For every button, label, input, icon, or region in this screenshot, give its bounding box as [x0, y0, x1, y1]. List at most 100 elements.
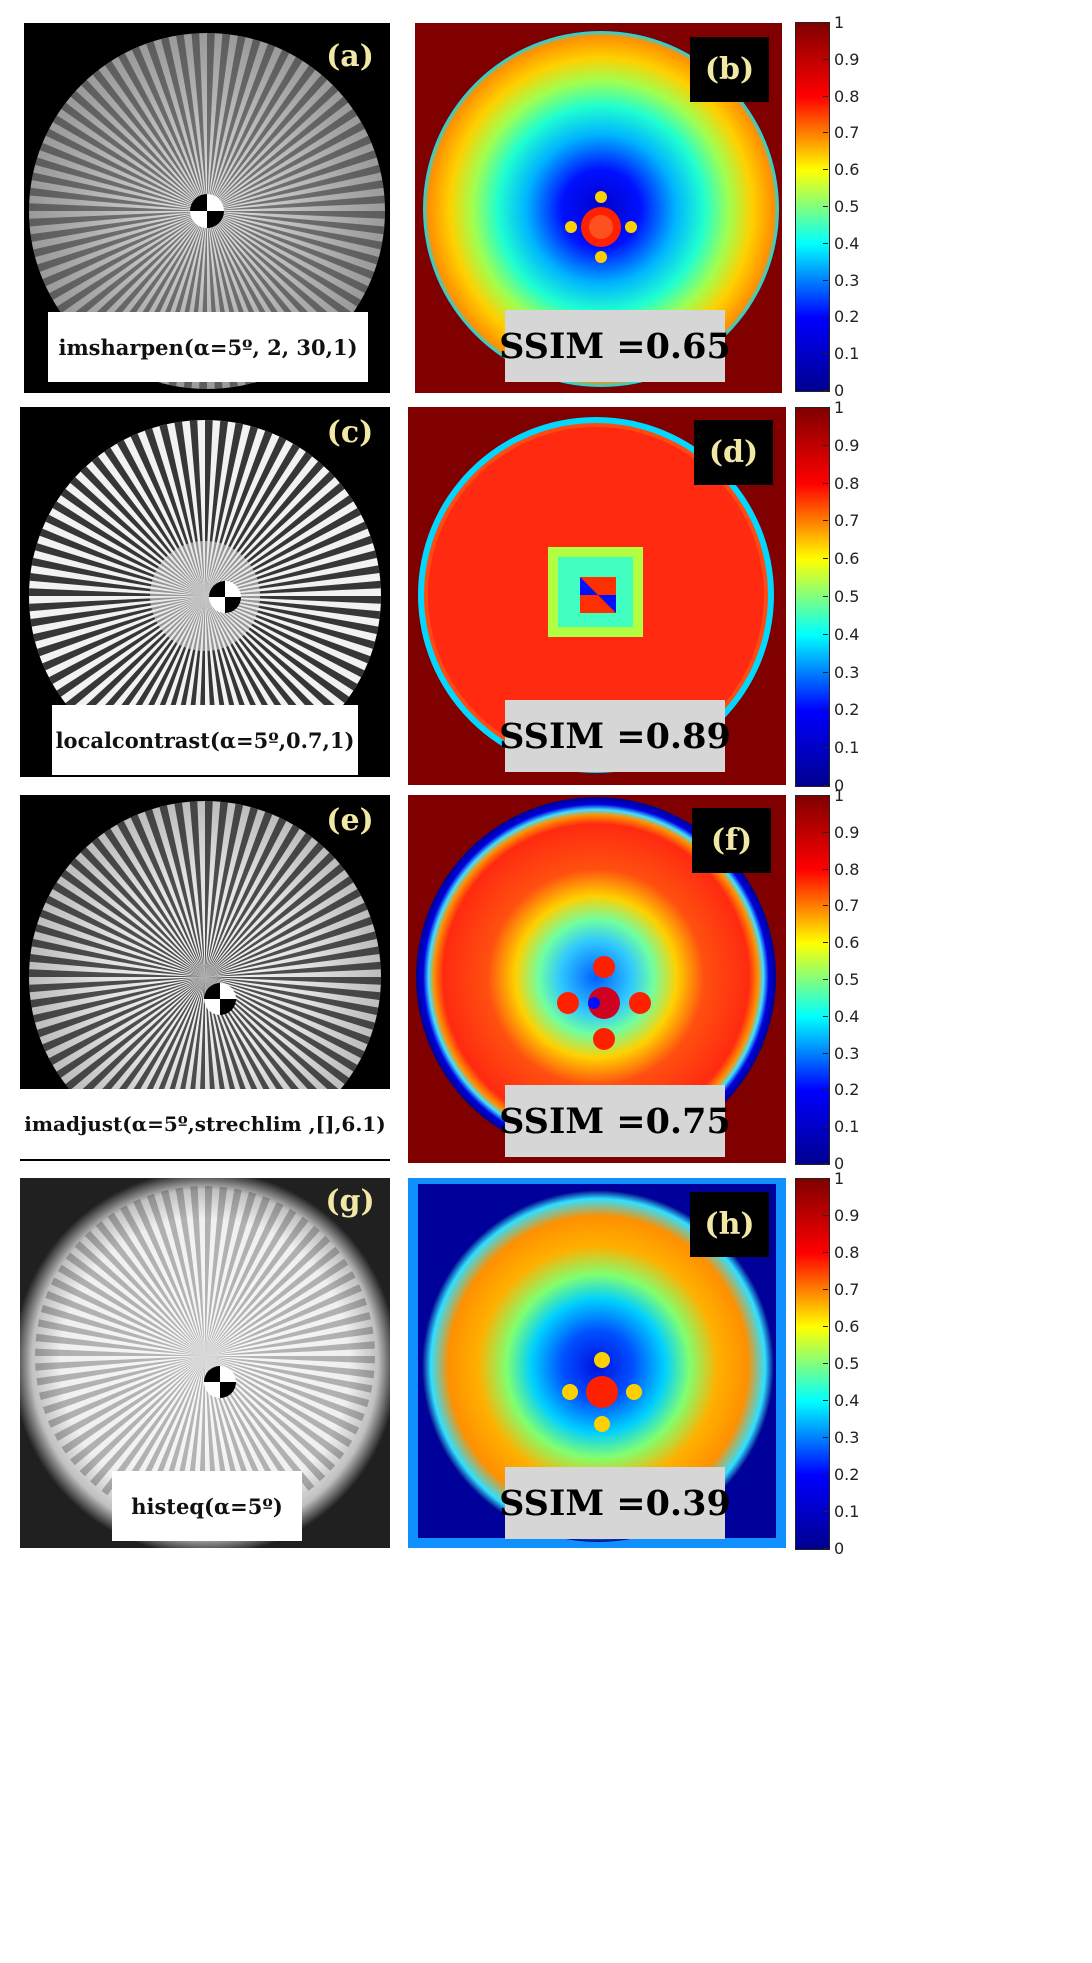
spoke-wedge	[205, 1326, 374, 1356]
spoke-wedge	[191, 33, 207, 212]
colorbar-tick-label: 0.6	[834, 933, 860, 953]
spoke-wedge	[205, 1188, 242, 1356]
ssim-map-d	[418, 417, 774, 773]
spoke-wedge	[205, 1258, 349, 1356]
colorbar-tick-label: 0.4	[834, 1391, 860, 1410]
spoke-wedge	[37, 211, 208, 272]
colorbar-tick-label: 0.3	[834, 662, 860, 682]
spoke-wedge	[205, 946, 380, 977]
spoke-wedge	[205, 977, 375, 1030]
spoke-wedge	[205, 1208, 297, 1356]
spoke-wedge	[117, 820, 205, 977]
spoke-wedge	[189, 801, 205, 977]
colorbar-tick-mark	[823, 279, 828, 281]
spoke-wedge	[205, 863, 345, 977]
panel-c-caption: localcontrast(α=5º,0.7,1)	[52, 705, 358, 775]
spoke-wedge	[70, 1356, 205, 1466]
panel-a-label: (a)	[326, 38, 374, 74]
colorbar-tick-mark	[823, 942, 828, 944]
spoke-wedge	[205, 977, 340, 1096]
colorbar-tick-label: 0.2	[834, 1080, 860, 1100]
spoke-wedge	[144, 809, 205, 977]
spoke-wedge	[29, 211, 208, 227]
panel-b-ssim-value: SSIM =0.65	[499, 310, 731, 382]
spoke-wedge	[75, 211, 207, 337]
colorbar-tick-mark	[823, 1178, 828, 1179]
colorbar-tick-mark	[823, 1052, 828, 1054]
spoke-wedge	[207, 211, 383, 250]
spoke-wedge	[190, 1186, 205, 1356]
spoke-wedge	[146, 41, 207, 212]
spoke-wedge	[205, 977, 350, 1085]
spoke-wedge	[42, 211, 207, 287]
spoke-wedge	[45, 1290, 205, 1356]
spoke-wedge	[75, 977, 205, 1102]
spoke-wedge	[207, 150, 377, 211]
spoke-wedge	[205, 1341, 375, 1356]
spoke-wedge	[57, 1264, 205, 1356]
panel-d-ssim-value: SSIM =0.89	[499, 700, 731, 772]
spoke-wedge	[205, 1356, 365, 1422]
colorbar-tick-label: 0.2	[834, 1465, 860, 1484]
colorbar-tick-label: 0.6	[834, 1317, 860, 1336]
colorbar-tick-label: 0.2	[834, 307, 860, 327]
colorbar-tick-label: 0.7	[834, 123, 860, 143]
colorbar-2	[795, 407, 830, 787]
spoke-wedge	[30, 977, 205, 1008]
ssim-map-b	[423, 31, 779, 387]
panel-f-label: (f)	[692, 808, 771, 873]
spoke-wedge	[207, 211, 379, 265]
spoke-wedge	[29, 954, 206, 977]
colorbar-tick-label: 0.6	[834, 549, 860, 569]
spoke-wedge	[205, 977, 319, 1117]
spoke-wedge	[175, 1187, 205, 1356]
spoke-wedge	[205, 1356, 375, 1364]
spoke-wedge	[205, 1297, 368, 1356]
colorbar-tick-mark	[823, 905, 828, 907]
spoke-wedge	[39, 142, 208, 211]
spoke-wedge	[205, 803, 244, 977]
spoke-wedge	[37, 1319, 205, 1356]
colorbar-tick-label: 0.8	[834, 859, 860, 879]
spoke-wedge	[49, 211, 207, 300]
spoke-wedge	[36, 1356, 205, 1386]
spoke-wedge	[205, 1235, 331, 1356]
colorbar-tick-mark	[823, 407, 828, 408]
panel-b-label: (b)	[690, 37, 769, 102]
spoke-wedge	[207, 180, 384, 211]
spoke-wedge	[70, 90, 207, 211]
colorbar-tick-mark	[823, 482, 828, 484]
colorbar-tick-mark	[823, 390, 828, 391]
colorbar-tick-mark	[823, 132, 828, 134]
spoke-wedge	[207, 108, 358, 211]
panel-g-label: (g)	[325, 1183, 375, 1219]
spoke-wedge	[205, 1356, 370, 1408]
spoke-wedge	[60, 869, 205, 977]
spoke-wedge	[205, 902, 368, 977]
spoke-wedge	[207, 56, 303, 211]
colorbar-tick-label: 1	[834, 786, 845, 805]
colorbar-tick-label: 0	[834, 381, 845, 400]
spoke-wedge	[205, 1312, 371, 1356]
spoke-wedge	[31, 172, 208, 211]
spoke-wedge	[207, 74, 328, 211]
spoke-wedge	[42, 977, 206, 1052]
spoke-wedge	[207, 211, 369, 294]
spoke-wedge	[207, 33, 215, 211]
panel-h-label: (h)	[690, 1192, 769, 1257]
spoke-wedge	[118, 53, 207, 211]
spoke-wedge	[207, 65, 316, 211]
colorbar-tick-label: 0.5	[834, 1354, 860, 1373]
colorbar-tick-label: 0.9	[834, 1206, 860, 1225]
ssim-map-h	[418, 1184, 776, 1542]
spoke-wedge	[133, 1198, 205, 1356]
colorbar-tick-label: 0.9	[834, 49, 860, 69]
spoke-wedge	[205, 1225, 320, 1356]
spoke-wedge	[205, 1356, 373, 1393]
spoke-wedge	[161, 1190, 205, 1356]
colorbar-tick-label: 0.9	[834, 435, 860, 455]
spoke-wedge	[48, 977, 206, 1065]
spoke-wedge	[74, 1241, 205, 1356]
spoke-wedge	[79, 1356, 205, 1477]
spoke-wedge	[205, 1356, 353, 1448]
